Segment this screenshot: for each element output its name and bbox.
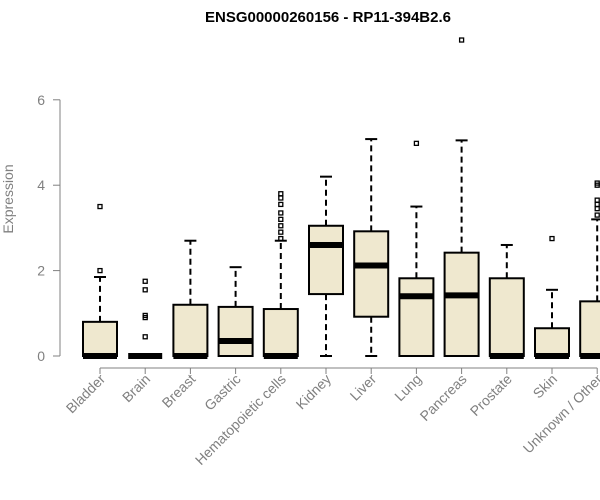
outlier-point bbox=[142, 278, 148, 284]
box-bladder bbox=[82, 203, 118, 359]
iqr-box bbox=[353, 230, 390, 318]
x-tick-label: Unknown / Other bbox=[520, 371, 600, 457]
outlier-point bbox=[278, 216, 284, 223]
box-pancreas bbox=[443, 37, 480, 357]
box-breast bbox=[172, 239, 209, 359]
x-tick-label: Breast bbox=[159, 371, 199, 411]
box-kidney bbox=[308, 175, 344, 357]
outlier-point bbox=[278, 201, 284, 208]
iqr-box bbox=[443, 251, 480, 357]
x-tick-label: Gastric bbox=[201, 371, 244, 414]
outlier-point bbox=[458, 37, 465, 43]
box-skin bbox=[534, 235, 570, 359]
iqr-box bbox=[579, 300, 600, 357]
outlier-point bbox=[278, 223, 284, 229]
iqr-box bbox=[172, 303, 209, 358]
y-tick-label: 2 bbox=[37, 263, 45, 279]
outlier-point bbox=[278, 229, 284, 235]
box-prostate bbox=[488, 243, 525, 359]
outlier-point bbox=[142, 334, 148, 340]
outlier-point bbox=[278, 191, 284, 197]
outlier-point bbox=[278, 195, 284, 201]
iqr-box bbox=[308, 224, 344, 296]
outlier-point bbox=[142, 287, 148, 293]
y-axis: 0 2 4 6 bbox=[37, 92, 61, 364]
box-liver bbox=[353, 138, 390, 357]
iqr-box bbox=[217, 305, 254, 357]
box-lung bbox=[398, 140, 435, 358]
y-tick-label: 6 bbox=[37, 92, 45, 108]
x-tick-label: Kidney bbox=[293, 371, 335, 413]
x-tick-label: Brain bbox=[119, 371, 153, 405]
outlier-point bbox=[278, 210, 284, 216]
iqr-box bbox=[534, 327, 570, 357]
outlier-point bbox=[594, 206, 600, 212]
chart-title: ENSG00000260156 - RP11-394B2.6 bbox=[205, 9, 451, 26]
box-unknown-other bbox=[579, 180, 600, 359]
outlier-point bbox=[97, 267, 103, 274]
x-tick-label: Skin bbox=[530, 371, 561, 402]
y-tick-label: 0 bbox=[37, 348, 45, 364]
outlier-point bbox=[413, 140, 420, 147]
outlier-point bbox=[594, 197, 600, 203]
boxes-group bbox=[82, 37, 600, 359]
outlier-point bbox=[549, 235, 555, 242]
outlier-point bbox=[97, 203, 103, 210]
outlier-point bbox=[594, 212, 600, 218]
iqr-box bbox=[398, 277, 435, 358]
box-gastric bbox=[217, 266, 254, 357]
y-axis-label: Expression bbox=[0, 164, 16, 233]
x-tick-label: Pancreas bbox=[417, 371, 470, 424]
x-tick-label: Bladder bbox=[63, 371, 109, 417]
iqr-box bbox=[262, 308, 299, 357]
y-tick-label: 4 bbox=[37, 177, 45, 193]
outlier-point bbox=[142, 312, 148, 319]
outlier-point bbox=[594, 201, 600, 208]
x-tick-label: Lung bbox=[391, 371, 424, 404]
outlier-point bbox=[594, 180, 600, 186]
iqr-box bbox=[82, 320, 118, 357]
x-tick-label: Liver bbox=[347, 371, 380, 404]
x-tick-label: Prostate bbox=[467, 371, 515, 419]
outlier-point bbox=[278, 235, 284, 242]
iqr-box bbox=[488, 277, 525, 358]
box-brain bbox=[128, 278, 163, 359]
box-hematopoietic-cells bbox=[262, 191, 299, 359]
